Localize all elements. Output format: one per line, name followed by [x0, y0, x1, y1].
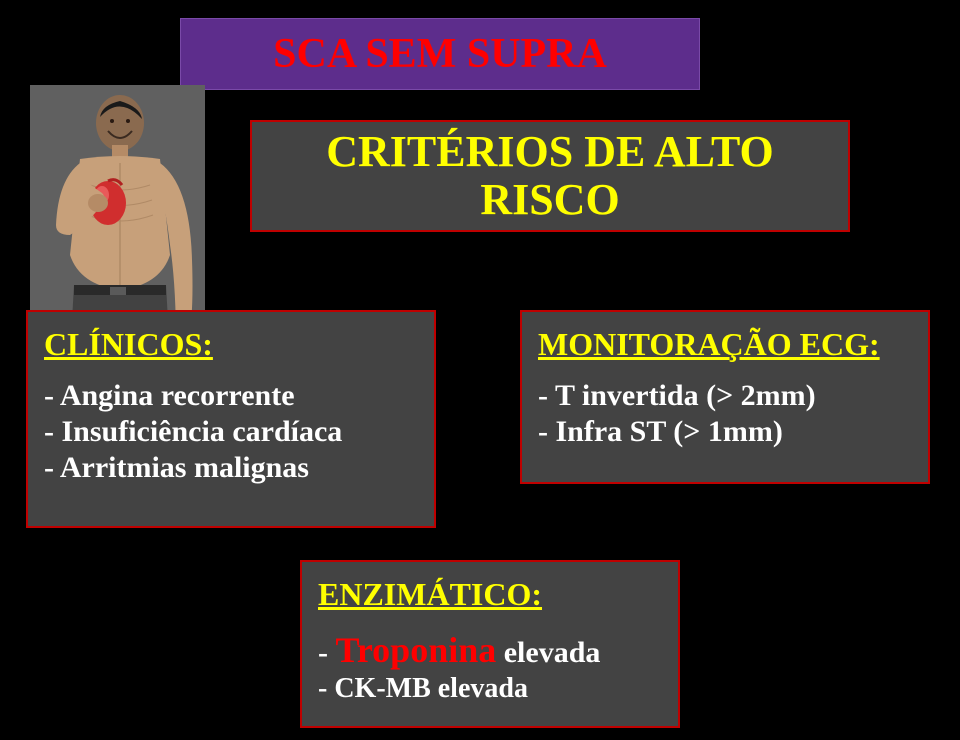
clinicos-item: - Arritmias malignas	[44, 451, 418, 485]
subtitle-text: CRITÉRIOS DE ALTO RISCO	[326, 128, 774, 225]
ecg-item: - T invertida (> 2mm)	[538, 379, 912, 413]
clinicos-item: - Insuficiência cardíaca	[44, 415, 418, 449]
clinicos-list: - Angina recorrente - Insuficiência card…	[44, 379, 418, 485]
item1-prefix: -	[318, 636, 336, 669]
subtitle-line1: CRITÉRIOS DE ALTO	[326, 128, 774, 176]
ecg-item: - Infra ST (> 1mm)	[538, 415, 912, 449]
clinicos-item: - Angina recorrente	[44, 379, 418, 413]
item1-highlight: Troponina	[336, 630, 497, 670]
enzimatico-box: ENZIMÁTICO: - Troponina elevada - CK-MB …	[300, 560, 680, 728]
title-box: SCA SEM SUPRA	[180, 18, 700, 90]
subtitle-box: CRITÉRIOS DE ALTO RISCO	[250, 120, 850, 232]
clinicos-heading: CLÍNICOS:	[44, 326, 418, 363]
subtitle-line2: RISCO	[326, 176, 774, 224]
ecg-list: - T invertida (> 2mm) - Infra ST (> 1mm)	[538, 379, 912, 449]
clinicos-box: CLÍNICOS: - Angina recorrente - Insufici…	[26, 310, 436, 528]
ecg-box: MONITORAÇÃO ECG: - T invertida (> 2mm) -…	[520, 310, 930, 484]
item1-suffix: elevada	[496, 636, 600, 669]
enzimatico-heading: ENZIMÁTICO:	[318, 576, 662, 613]
enzimatico-item-1: - Troponina elevada	[318, 629, 662, 671]
enzimatico-item-2: - CK-MB elevada	[318, 673, 662, 705]
ecg-heading: MONITORAÇÃO ECG:	[538, 326, 912, 363]
enzimatico-list: - Troponina elevada - CK-MB elevada	[318, 629, 662, 705]
slide-title: SCA SEM SUPRA	[273, 30, 607, 78]
